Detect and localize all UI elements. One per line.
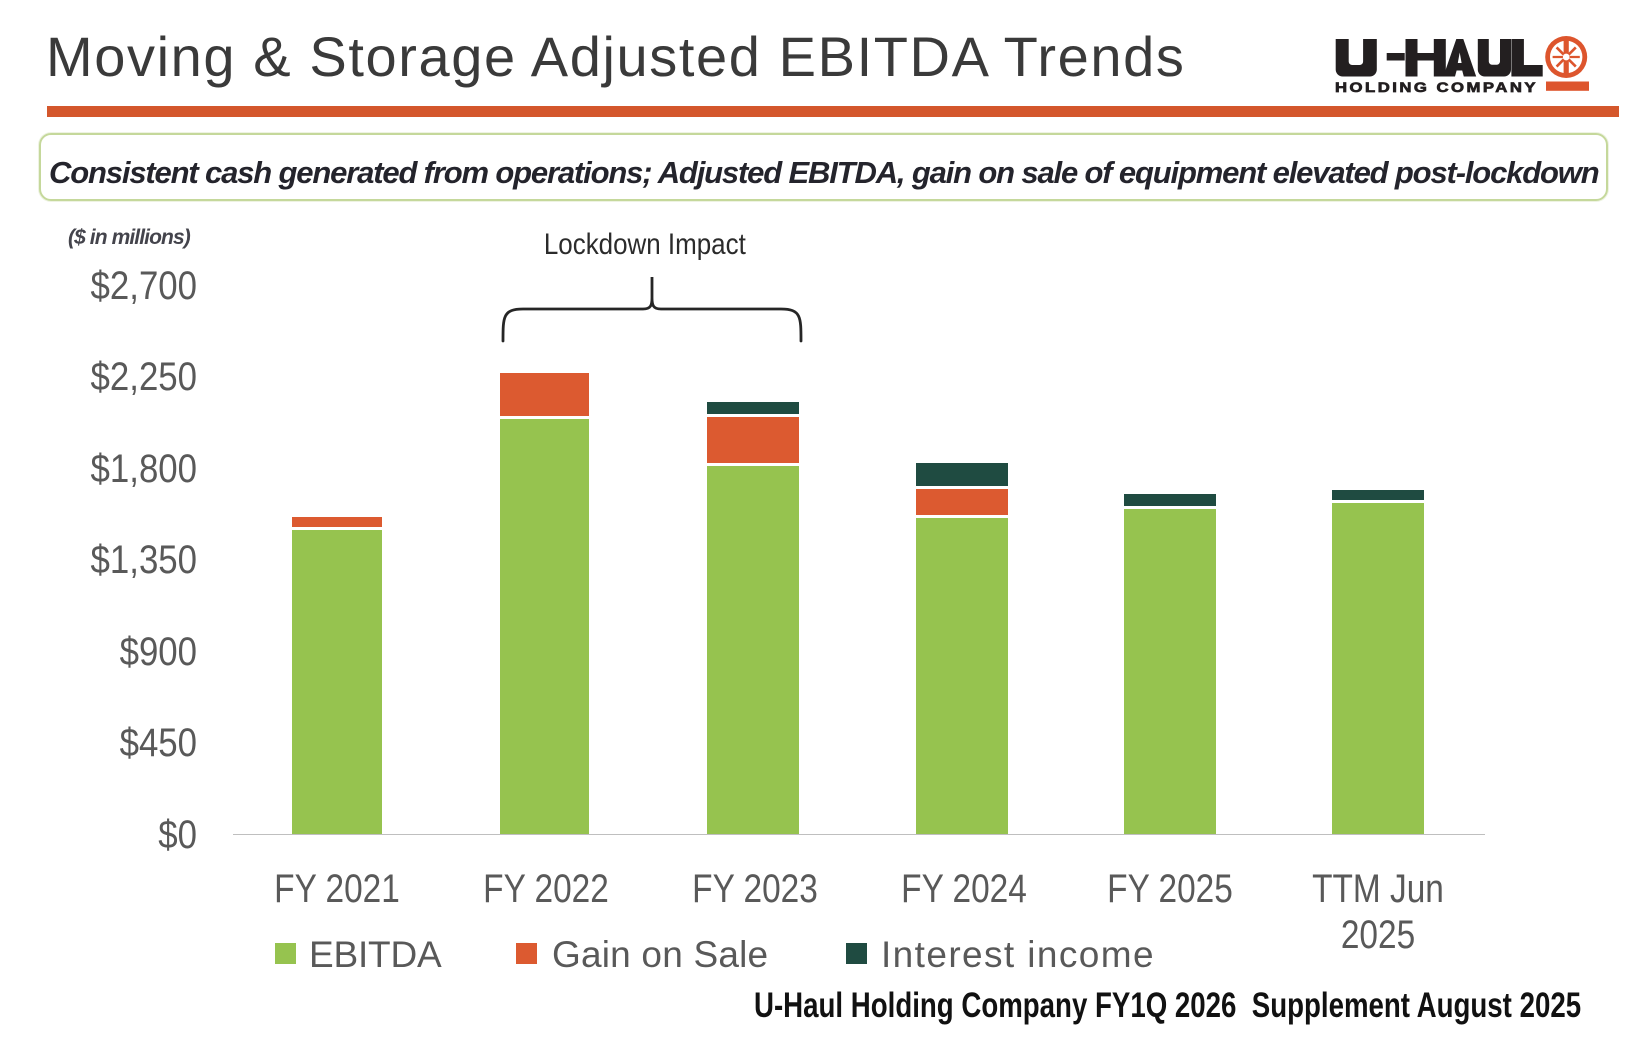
svg-text:HOLDING COMPANY: HOLDING COMPANY <box>1335 80 1538 94</box>
